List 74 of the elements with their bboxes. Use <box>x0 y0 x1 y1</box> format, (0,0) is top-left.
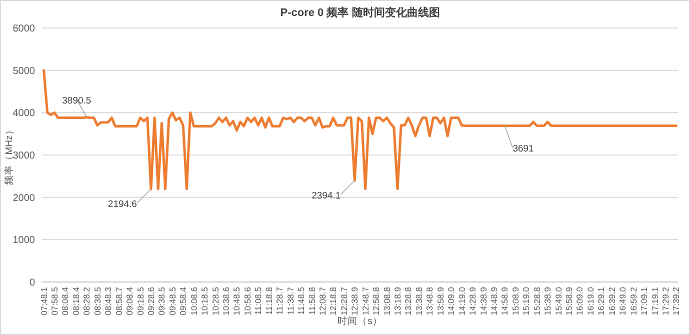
x-tick-label: 16:59.2 <box>628 286 638 316</box>
x-tick-label: 12:48.7 <box>360 286 370 316</box>
x-tick-label: 11:48.5 <box>296 286 306 315</box>
y-tick-label: 1000 <box>12 235 36 246</box>
x-tick-label: 14:48.9 <box>488 286 499 316</box>
x-tick-label: 17:19.1 <box>650 286 660 316</box>
x-tick-label: 11:18.8 <box>264 286 274 315</box>
x-tick-label: 09:08.4 <box>124 286 135 316</box>
x-tick-label: 08:48.3 <box>103 286 114 316</box>
x-tick-label: 12:38.9 <box>350 286 360 316</box>
x-tick-label: 09:48.5 <box>167 286 178 316</box>
x-tick-label: 09:18.5 <box>135 286 146 316</box>
x-tick-label: 08:28.2 <box>82 286 92 316</box>
x-tick-label: 10:58.6 <box>242 286 252 316</box>
x-axis-title: 时间（s） <box>338 315 382 327</box>
x-tick-label: 08:58.7 <box>114 286 124 316</box>
x-tick-label: 11:58.8 <box>306 286 317 315</box>
x-tick-label: 13:48.8 <box>424 286 435 316</box>
x-tick-label: 15:19.0 <box>521 286 532 316</box>
y-tick-label: 2000 <box>12 192 36 204</box>
x-tick-label: 08:18.4 <box>70 286 81 316</box>
x-tick-label: 16:39.2 <box>606 286 617 316</box>
x-tick-label: 12:18.8 <box>328 286 338 316</box>
x-tick-label: 17:39.2 <box>671 286 682 316</box>
x-tick-label: 14:19.0 <box>456 286 467 316</box>
x-tick-label: 12:28.7 <box>338 286 349 316</box>
y-tick-label: 5000 <box>12 66 36 77</box>
annotation: 3890.5 <box>62 95 92 106</box>
x-tick-label: 07:48.1 <box>38 286 49 316</box>
y-tick-label: 0 <box>29 278 36 288</box>
x-tick-label: 08:08.4 <box>60 286 70 316</box>
x-tick-label: 14:58.9 <box>500 286 510 316</box>
x-tick-label: 10:28.5 <box>210 286 220 316</box>
x-tick-label: 11:08.5 <box>253 286 264 315</box>
x-tick-label: 09:38.5 <box>156 286 167 316</box>
x-tick-label: 17:29.2 <box>660 286 670 316</box>
x-tick-label: 10:48.5 <box>232 286 242 316</box>
x-tick-label: 14:28.9 <box>468 286 478 316</box>
x-tick-label: 08:38.5 <box>92 286 102 316</box>
x-tick-label: 13:28.8 <box>403 286 414 316</box>
x-tick-label: 11:28.7 <box>274 286 285 315</box>
x-tick-label: 15:08.9 <box>510 286 520 316</box>
x-tick-label: 17:09.1 <box>639 286 650 316</box>
x-tick-label: 14:38.9 <box>478 286 488 316</box>
y-tick-label: 4000 <box>12 108 36 120</box>
x-tick-label: 13:38.8 <box>414 286 424 316</box>
x-tick-label: 12:08.7 <box>317 286 328 316</box>
line-series <box>42 69 678 190</box>
y-tick-label: 3000 <box>12 150 36 162</box>
x-tick-label: 16:49.0 <box>618 286 628 316</box>
x-tick-label: 10:38.6 <box>221 286 232 316</box>
x-tick-label: 09:58.4 <box>178 286 188 316</box>
x-tick-label: 15:58.9 <box>564 286 574 316</box>
x-tick-label: 16:19.0 <box>585 286 596 316</box>
x-tick-label: 16:29.1 <box>596 286 606 316</box>
x-tick-label: 13:18.9 <box>392 286 403 316</box>
x-tick-label: 15:38.9 <box>542 286 553 316</box>
x-tick-label: 14:09.0 <box>446 286 456 316</box>
annotation: 2194.6 <box>108 199 137 210</box>
chart-title: P-core 0 频率 随时间变化曲线图 <box>280 6 440 19</box>
x-tick-label: 16:09.0 <box>574 286 585 316</box>
x-tick-label: 09:28.6 <box>146 286 156 316</box>
x-tick-label: 07:58.5 <box>50 286 60 316</box>
x-tick-label: 15:49.0 <box>553 286 564 316</box>
x-tick-label: 10:08.6 <box>188 286 199 316</box>
x-tick-label: 13:58.9 <box>435 286 446 316</box>
y-tick-label: 6000 <box>12 24 36 34</box>
annotation: 2394.1 <box>312 190 341 202</box>
x-tick-label: 12:58.8 <box>371 286 382 316</box>
x-tick-label: 10:18.5 <box>200 286 210 316</box>
annotation: 3691 <box>512 144 534 155</box>
x-tick-label: 13:08.8 <box>382 286 392 316</box>
x-tick-label: 15:28.8 <box>532 286 542 316</box>
x-tick-label: 11:38.7 <box>285 286 296 315</box>
